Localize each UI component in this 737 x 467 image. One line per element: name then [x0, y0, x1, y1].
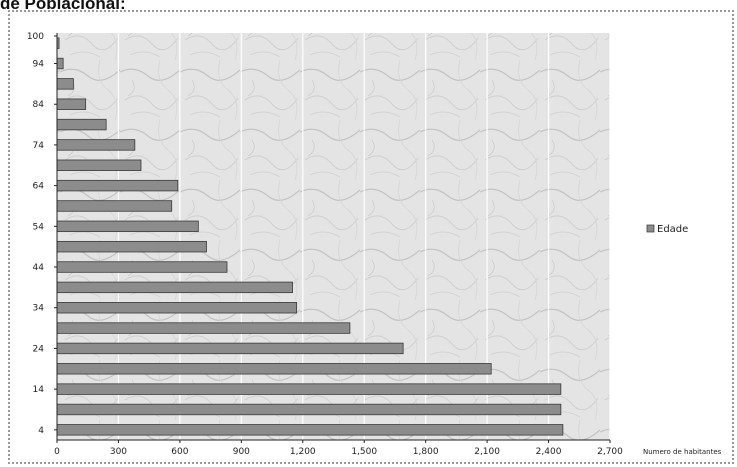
bar-age-64 [56, 179, 179, 192]
y-tick-label: 74 [33, 141, 45, 151]
bar-age-54 [56, 220, 199, 233]
y-tick-label: 34 [33, 304, 45, 314]
x-tick-label: 1,200 [290, 447, 316, 457]
bar-age-19 [56, 363, 492, 375]
bar-age-39 [56, 281, 293, 294]
bar-age-29 [56, 322, 351, 334]
x-tick-label: 300 [110, 447, 127, 457]
x-tick-label: 2,100 [474, 447, 500, 457]
y-tick-label: 84 [33, 100, 45, 110]
chart-title-fragment: de Poblacional: [0, 0, 126, 13]
y-tick-label: 4 [38, 426, 44, 436]
y-tick-label: 100 [27, 32, 44, 42]
bar-age-4 [56, 424, 564, 436]
bar-age-49 [56, 240, 207, 253]
bar-age-84 [56, 98, 87, 110]
plot-area [57, 33, 610, 440]
y-tick-label: 14 [33, 385, 45, 395]
y-tick-label: 44 [33, 263, 45, 273]
x-axis-label: Numero de habitantes [643, 448, 722, 456]
bar-age-34 [56, 302, 298, 314]
x-tick-label: 900 [233, 447, 250, 457]
x-tick-label: 600 [171, 447, 188, 457]
chart-frame [8, 10, 734, 464]
y-tick-label: 64 [33, 182, 45, 192]
x-tick-label: 1,500 [351, 447, 377, 457]
y-tick-label: 24 [33, 344, 45, 354]
y-tick-label: 54 [33, 222, 45, 232]
legend-swatch [646, 224, 655, 233]
bar-age-94 [56, 57, 64, 70]
y-tick-label: 94 [33, 60, 45, 70]
bar-age-14 [56, 383, 562, 395]
legend-label-edade: Edade [657, 224, 688, 235]
legend: Edade [646, 224, 688, 235]
bar-age-9 [56, 403, 562, 416]
x-tick-label: 0 [54, 447, 60, 457]
bar-age-44 [56, 261, 228, 273]
x-tick-label: 1,800 [413, 447, 439, 457]
x-tick-label: 2,700 [597, 447, 623, 457]
bar-age-59 [56, 200, 173, 212]
bar-age-74 [56, 139, 136, 151]
bar-age-89 [56, 78, 74, 90]
x-tick-label: 2,400 [536, 447, 562, 457]
bar-age-24 [56, 342, 404, 355]
bar-age-69 [56, 159, 142, 171]
bar-age-79 [56, 118, 107, 131]
